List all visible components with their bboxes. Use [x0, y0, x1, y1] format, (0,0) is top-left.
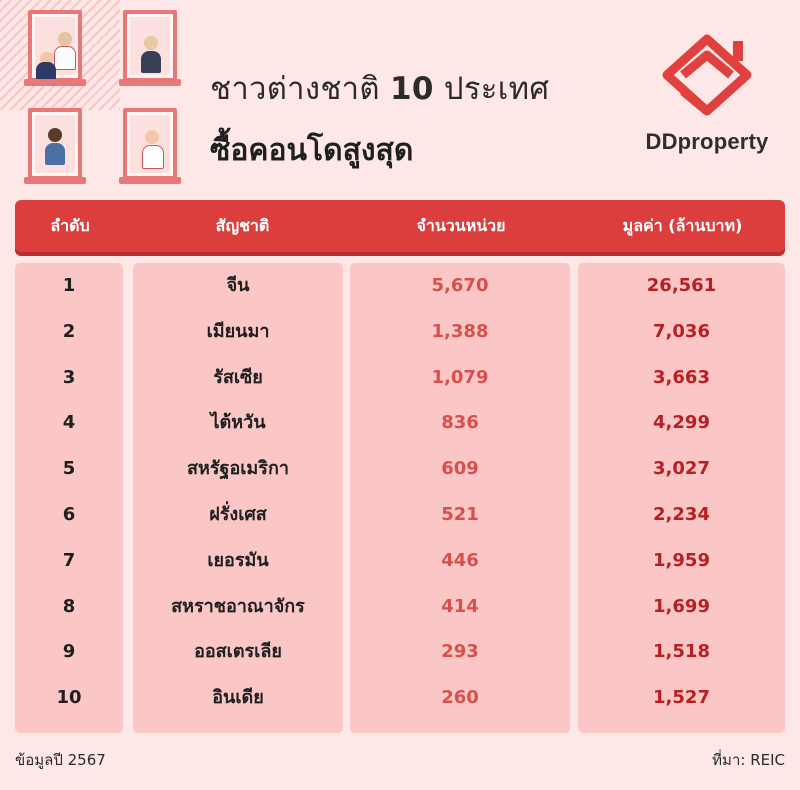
units-cell: 260 [441, 687, 479, 708]
units-column [350, 263, 570, 733]
country-cell: จีน [226, 275, 250, 296]
units-cell: 836 [441, 412, 479, 433]
value-cell: 2,234 [653, 504, 710, 525]
window-icon [119, 10, 181, 86]
window-icon [24, 10, 86, 86]
value-cell: 3,027 [653, 458, 710, 479]
table-header: ลำดับ สัญชาติ จำนวนหน่วย มูลค่า (ล้านบาท… [15, 200, 785, 252]
value-cell: 1,518 [653, 641, 710, 662]
country-cell: เยอรมัน [207, 550, 269, 571]
country-column [133, 263, 343, 733]
rank-cell: 1 [62, 275, 76, 296]
value-cell: 1,699 [653, 596, 710, 617]
units-cell: 609 [441, 458, 479, 479]
rank-cell: 2 [62, 321, 76, 342]
title-line-1: ชาวต่างชาติ 10 ประเทศ [210, 71, 550, 107]
country-cell: รัสเซีย [213, 367, 263, 388]
rank-cell: 8 [62, 596, 76, 617]
window-illustration [20, 0, 190, 190]
units-cell: 521 [441, 504, 479, 525]
data-year-note: ข้อมูลปี 2567 [15, 751, 106, 769]
country-cell: เมียนมา [206, 321, 270, 342]
house-logo-icon [662, 34, 752, 116]
rank-cell: 9 [62, 641, 76, 662]
window-icon [24, 108, 86, 184]
units-cell: 5,670 [431, 275, 489, 296]
country-cell: ฝรั่งเศส [209, 504, 267, 525]
value-cell: 26,561 [646, 275, 717, 296]
rank-column [15, 263, 123, 733]
units-cell: 1,079 [431, 367, 489, 388]
header-rank: ลำดับ [50, 216, 90, 235]
units-cell: 414 [441, 596, 479, 617]
brand-name: DDproperty [645, 129, 769, 154]
value-cell: 1,527 [653, 687, 710, 708]
value-column [578, 263, 785, 733]
rank-cell: 3 [62, 367, 76, 388]
country-cell: อินเดีย [212, 687, 264, 708]
value-cell: 1,959 [653, 550, 710, 571]
value-cell: 3,663 [653, 367, 710, 388]
value-cell: 4,299 [653, 412, 710, 433]
title-line-2: ซื้อคอนโดสูงสุด [210, 133, 414, 168]
brand-logo: DDproperty [632, 25, 782, 165]
units-cell: 293 [441, 641, 479, 662]
header-units: จำนวนหน่วย [416, 216, 506, 235]
window-icon [119, 108, 181, 184]
units-cell: 1,388 [431, 321, 489, 342]
rank-cell: 4 [62, 412, 76, 433]
value-cell: 7,036 [653, 321, 710, 342]
country-cell: ไต้หวัน [210, 412, 266, 433]
header-country: สัญชาติ [215, 216, 270, 235]
country-cell: สหรัฐอเมริกา [187, 458, 289, 479]
rank-cell: 7 [62, 550, 76, 571]
source-note: ที่มา: REIC [712, 751, 785, 769]
rank-cell: 10 [56, 687, 82, 708]
units-cell: 446 [441, 550, 479, 571]
rank-cell: 6 [62, 504, 76, 525]
rank-cell: 5 [62, 458, 76, 479]
country-cell: สหราชอาณาจักร [171, 596, 305, 617]
title-block: ชาวต่างชาติ 10 ประเทศ ซื้อคอนโดสูงสุด [210, 63, 549, 174]
header-value: มูลค่า (ล้านบาท) [622, 216, 743, 235]
country-cell: ออสเตรเลีย [194, 641, 282, 662]
